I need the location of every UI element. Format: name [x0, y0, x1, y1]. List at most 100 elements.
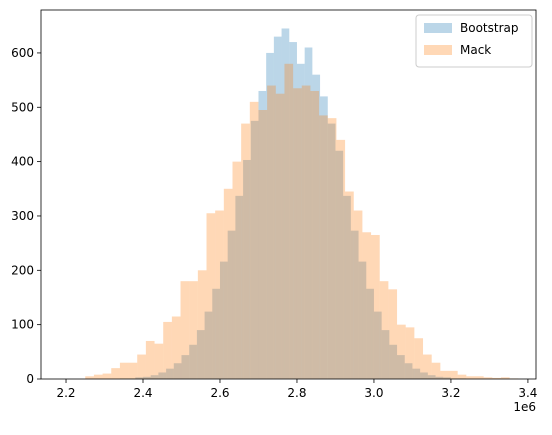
histogram-bar	[180, 281, 190, 379]
legend-label: Mack	[460, 43, 491, 57]
histogram-bar	[215, 210, 224, 379]
histogram-bar	[327, 123, 336, 379]
histogram-bar	[449, 370, 458, 379]
histogram-bar	[319, 115, 328, 379]
histogram-bar	[388, 289, 398, 379]
histogram-bar	[366, 288, 374, 379]
histogram-bar	[275, 93, 285, 379]
histogram-bar	[171, 316, 181, 379]
histogram-bar	[362, 232, 372, 379]
histogram-bar	[435, 376, 444, 379]
histogram-bar	[223, 188, 233, 379]
histogram-bar	[93, 374, 103, 379]
histogram-bar	[158, 372, 167, 379]
histogram-bar	[284, 63, 294, 379]
histogram-bar	[440, 370, 450, 379]
histogram-bar	[397, 355, 405, 379]
histogram-bar	[492, 377, 501, 379]
legend-swatch	[424, 23, 452, 33]
histogram-bar	[474, 376, 484, 379]
histogram-bar	[404, 363, 413, 379]
histogram-bar	[163, 321, 172, 379]
histogram-bar	[310, 90, 320, 380]
histogram-bar	[327, 118, 337, 379]
histogram-bar	[431, 362, 441, 379]
legend-label: Bootstrap	[460, 21, 518, 35]
x-tick-label: 3.4	[518, 386, 537, 400]
x-tick-label: 3.2	[441, 386, 460, 400]
histogram-bar	[145, 340, 155, 379]
histogram-bar	[219, 261, 228, 379]
histogram-bar	[500, 377, 510, 379]
histogram-bar	[381, 330, 390, 379]
x-offset-label: 1e6	[513, 400, 536, 414]
histogram-bar	[343, 195, 351, 379]
histogram-bar	[119, 362, 129, 379]
histogram-bar	[258, 90, 267, 380]
x-tick-label: 3.0	[364, 386, 383, 400]
legend-box	[415, 14, 533, 68]
histogram-bar	[296, 63, 305, 379]
histogram-bar	[336, 139, 346, 379]
histogram-bar	[128, 362, 138, 379]
histogram-bar	[85, 376, 94, 379]
x-tick-label: 2.2	[56, 386, 75, 400]
histogram-bar	[212, 288, 220, 379]
histogram-bar	[232, 161, 242, 379]
histogram-bar	[466, 376, 475, 379]
histogram-bar	[137, 354, 146, 379]
axes-frame	[40, 9, 537, 380]
plot-area	[85, 28, 519, 380]
histogram-bar	[250, 120, 259, 379]
histogram-bar	[135, 377, 144, 379]
histogram-bar	[427, 375, 436, 379]
histogram-bar	[457, 374, 467, 379]
histogram-bar	[405, 327, 415, 379]
histogram-bar	[371, 234, 380, 379]
histogram-bar	[173, 363, 182, 379]
histogram-bar	[423, 354, 432, 379]
histogram-bar	[420, 372, 428, 379]
histogram-bar	[293, 88, 302, 379]
histogram-bar	[379, 281, 389, 379]
histogram-bar	[111, 368, 120, 379]
histogram-bar	[289, 42, 297, 380]
histogram-bar	[483, 377, 493, 379]
histogram-bar	[249, 101, 259, 380]
y-tick-label: 400	[11, 155, 34, 169]
histogram-bar	[320, 96, 328, 379]
histogram-bar	[258, 109, 268, 379]
histogram-bar	[143, 376, 151, 379]
histogram-bar	[389, 344, 398, 379]
histogram-bar	[312, 74, 321, 379]
histogram-bar	[273, 36, 282, 379]
histogram-bar	[443, 377, 451, 379]
x-tick-label: 2.8	[287, 386, 306, 400]
histogram-bar	[243, 159, 251, 379]
histogram-bar	[197, 270, 207, 379]
legend-swatch	[424, 45, 452, 55]
histogram-bar	[301, 85, 311, 379]
histogram-bar	[154, 343, 164, 379]
histogram-bar	[353, 210, 363, 379]
histogram-bar	[350, 230, 359, 379]
histogram-bar	[206, 213, 216, 379]
histogram-bar	[181, 355, 190, 379]
x-tick-label: 2.4	[133, 386, 152, 400]
histogram-bar	[102, 373, 112, 379]
histogram-bar	[345, 191, 354, 379]
histogram-bar	[196, 330, 205, 379]
histogram-bar	[189, 344, 197, 379]
histogram-bar	[414, 338, 424, 379]
histogram-bar	[412, 368, 421, 379]
histogram-bar	[358, 261, 367, 379]
y-tick-label: 500	[11, 100, 34, 114]
x-tick-label: 2.6	[210, 386, 229, 400]
y-tick-label: 300	[11, 209, 34, 223]
histogram-bar	[204, 311, 213, 379]
histogram-bar	[235, 195, 244, 379]
histogram-bar	[373, 311, 382, 379]
histogram-bar	[281, 28, 290, 379]
